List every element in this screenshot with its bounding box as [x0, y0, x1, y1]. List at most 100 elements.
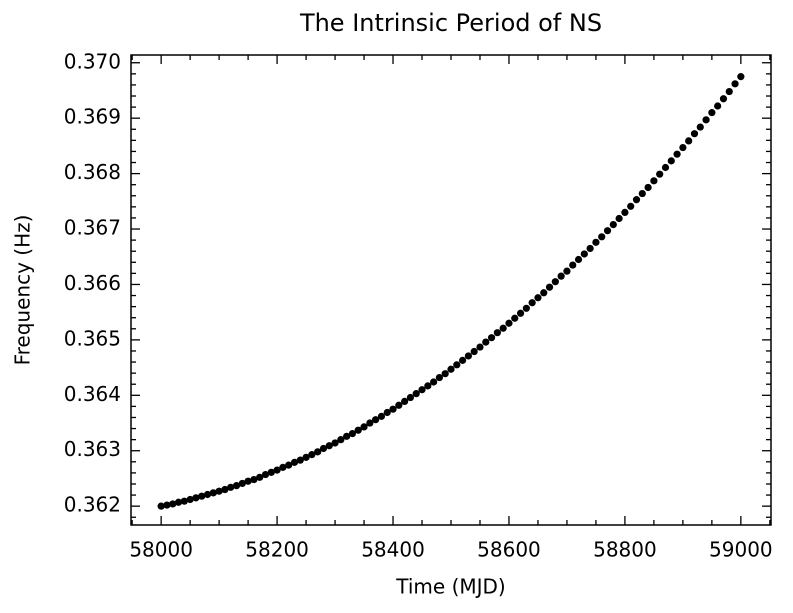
data-point — [261, 470, 270, 479]
data-point — [632, 196, 641, 204]
y-tick-label: 0.362 — [64, 493, 121, 517]
data-point — [737, 73, 745, 81]
data-point — [487, 334, 496, 342]
data-point — [696, 123, 704, 131]
data-point — [609, 220, 617, 229]
data-point — [522, 304, 530, 312]
y-tick-label: 0.368 — [64, 160, 121, 184]
data-point — [516, 309, 525, 317]
data-point — [325, 442, 333, 450]
data-point — [290, 458, 299, 466]
data-point — [232, 482, 241, 490]
data-point — [499, 324, 507, 332]
data-point — [163, 501, 171, 509]
data-point — [540, 289, 548, 297]
data-point — [209, 489, 217, 497]
data-point — [592, 238, 600, 246]
data-point — [574, 255, 583, 264]
data-point — [343, 432, 351, 440]
data-point — [534, 294, 542, 302]
data-point — [603, 227, 612, 235]
y-tick-label: 0.367 — [64, 216, 121, 240]
data-point — [458, 356, 467, 364]
data-point — [482, 338, 490, 346]
data-point — [192, 494, 200, 502]
data-point — [725, 87, 733, 96]
y-tick-label: 0.365 — [64, 326, 121, 350]
data-point — [337, 436, 345, 444]
data-point — [528, 299, 536, 307]
y-tick-label: 0.363 — [64, 437, 121, 461]
x-axis-label: Time (MJD) — [395, 575, 505, 599]
data-point — [267, 468, 275, 476]
data-point — [615, 214, 623, 223]
data-point — [174, 498, 183, 506]
data-point — [627, 202, 635, 210]
data-point — [354, 426, 362, 434]
data-point — [215, 487, 223, 495]
data-point — [203, 490, 212, 499]
data-point — [198, 492, 206, 500]
data-point — [569, 261, 577, 269]
data-point — [406, 393, 415, 402]
data-point — [308, 451, 316, 459]
y-tick-label: 0.364 — [64, 382, 121, 406]
data-point — [250, 475, 258, 484]
data-point — [314, 448, 322, 456]
x-tick-label: 59000 — [709, 538, 773, 562]
data-point — [256, 473, 264, 481]
data-point — [221, 485, 229, 494]
data-point — [296, 456, 304, 464]
data-point — [418, 386, 426, 394]
data-point — [435, 373, 444, 382]
data-point — [493, 329, 501, 337]
data-point — [169, 500, 177, 508]
data-point — [702, 116, 710, 124]
data-point — [708, 109, 716, 117]
data-point — [360, 423, 368, 431]
data-point — [377, 412, 386, 420]
data-point — [366, 419, 374, 427]
y-tick-label: 0.366 — [64, 271, 121, 295]
data-point — [580, 250, 588, 258]
y-tick-label: 0.370 — [64, 49, 121, 73]
data-point — [638, 189, 646, 198]
x-tick-label: 58800 — [593, 538, 657, 562]
data-point — [302, 453, 310, 461]
data-point — [667, 157, 675, 165]
data-point — [319, 444, 328, 453]
data-point — [430, 378, 438, 386]
x-tick-label: 58000 — [129, 538, 193, 562]
data-point — [557, 272, 565, 280]
data-point — [244, 477, 252, 485]
data-point — [186, 495, 194, 504]
data-point — [238, 479, 246, 488]
data-point — [685, 137, 693, 145]
data-point — [389, 405, 397, 413]
data-point — [453, 361, 461, 369]
data-point — [545, 283, 554, 291]
data-point — [598, 233, 606, 241]
data-point — [348, 429, 357, 438]
data-point — [511, 314, 519, 322]
data-point — [401, 397, 409, 406]
data-point — [650, 177, 658, 185]
data-point — [372, 416, 380, 424]
data-point — [505, 319, 513, 327]
data-point — [424, 382, 432, 390]
data-point — [273, 466, 281, 474]
data-point — [714, 102, 722, 110]
y-tick-label: 0.369 — [64, 105, 121, 129]
data-point — [563, 267, 571, 275]
data-point — [690, 130, 699, 138]
data-point — [395, 401, 403, 409]
data-point — [621, 208, 629, 217]
data-point — [441, 370, 449, 378]
plot-frame — [130, 54, 772, 526]
data-point — [470, 347, 478, 356]
data-point — [279, 463, 287, 471]
data-point — [464, 352, 472, 360]
x-tick-label: 58200 — [245, 538, 309, 562]
x-tick-label: 58600 — [477, 538, 541, 562]
